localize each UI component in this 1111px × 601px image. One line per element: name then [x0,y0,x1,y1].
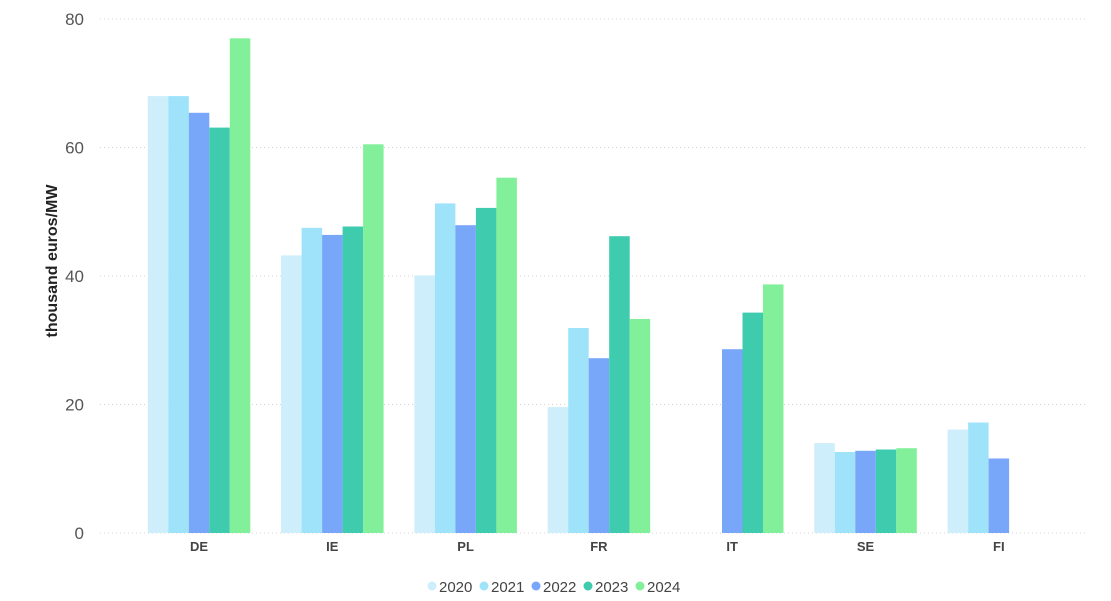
bar-pl-2021[interactable] [434,203,456,533]
legend-item-2020[interactable]: 2020 [427,579,473,596]
y-tick-label: 20 [65,396,84,415]
x-tick-label: FR [590,539,608,554]
bar-it-2023[interactable] [742,312,764,533]
bar-de-2021[interactable] [168,96,189,533]
gridlines [100,18,1085,534]
bar-ie-2023[interactable] [342,226,364,534]
bar-ie-2020[interactable] [281,255,302,533]
legend: 2020 2021 2022 2023 2024 [427,579,681,596]
bar-se-2021[interactable] [834,452,856,533]
x-tick-label: FI [993,539,1005,554]
x-axis-labels: DE IE PL FR IT SE FI [190,539,1005,554]
legend-label: 2021 [491,579,524,596]
bar-fr-2020[interactable] [547,407,569,533]
legend-swatch [427,581,437,591]
x-tick-label: IE [326,539,339,554]
y-tick-label: 80 [65,10,84,29]
bar-it-2022[interactable] [722,349,743,533]
x-tick-label: PL [457,539,474,554]
bar-de-2024[interactable] [229,38,251,534]
bar-de-2022[interactable] [188,112,210,534]
legend-swatch [531,581,541,591]
y-axis-ticks: 0 20 40 60 80 [65,10,84,543]
bar-ie-2021[interactable] [301,227,323,534]
bar-fr-2023[interactable] [609,236,630,533]
y-tick-label: 0 [75,524,84,543]
bar-ie-2022[interactable] [322,234,343,533]
bar-fr-2021[interactable] [568,328,589,533]
x-tick-label: IT [726,539,738,554]
x-tick-label: DE [190,539,208,554]
y-axis-title: thousand euros/MW [44,184,61,338]
bar-de-2020[interactable] [147,96,169,533]
bar-fr-2024[interactable] [629,319,651,533]
bar-se-2023[interactable] [875,449,897,534]
legend-item-2021[interactable]: 2021 [479,579,525,596]
bar-se-2022[interactable] [855,450,876,533]
bar-fi-2020[interactable] [947,429,969,533]
legend-item-2024[interactable]: 2024 [635,579,681,596]
bar-de-2023[interactable] [209,127,230,533]
legend-item-2022[interactable]: 2022 [531,579,577,596]
legend-swatch [583,581,593,591]
y-tick-label: 40 [65,267,84,286]
legend-label: 2023 [595,579,628,596]
bar-fi-2022[interactable] [988,458,1010,534]
bar-se-2020[interactable] [814,443,835,533]
legend-label: 2020 [439,579,472,596]
bar-ie-2024[interactable] [363,144,384,534]
bar-se-2024[interactable] [896,448,917,533]
x-tick-label: SE [857,539,875,554]
legend-item-2023[interactable]: 2023 [583,579,629,596]
bar-pl-2024[interactable] [496,177,517,533]
bar-pl-2023[interactable] [475,207,497,533]
bars [147,38,1010,534]
legend-label: 2022 [543,579,576,596]
legend-swatch [479,581,489,591]
bar-pl-2020[interactable] [414,275,435,533]
bar-pl-2022[interactable] [455,225,476,533]
legend-swatch [635,581,645,591]
y-tick-label: 60 [65,139,84,158]
bar-fr-2022[interactable] [588,358,610,533]
legend-label: 2024 [647,579,680,596]
bar-it-2024[interactable] [763,284,784,533]
bar-fi-2021[interactable] [968,422,989,534]
